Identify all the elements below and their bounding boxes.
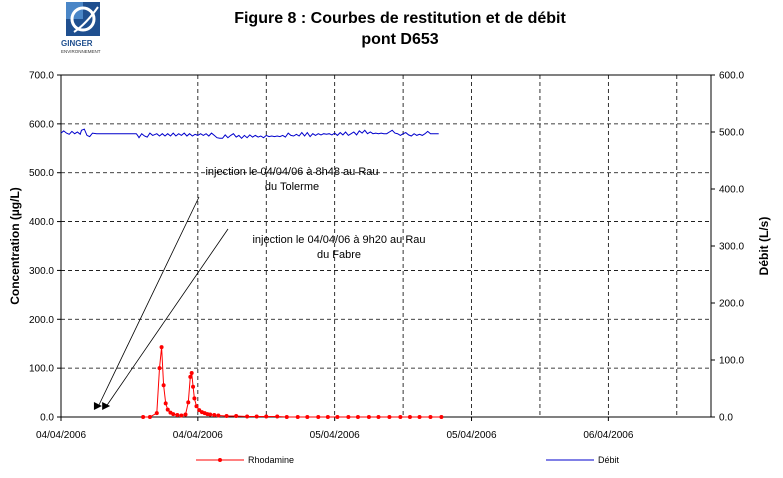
data-point-rhodamine [245,414,250,419]
y-tick-label: 600.0 [29,119,54,130]
y2-tick-label: 200.0 [719,299,744,310]
data-point-rhodamine [188,374,193,379]
y-tick-label: 400.0 [29,217,54,228]
data-point-rhodamine [366,415,371,419]
legend-label-debit: Débit [598,455,620,465]
data-point-rhodamine [171,412,176,417]
data-point-rhodamine [179,413,184,418]
legend-marker-rhodamine [218,458,222,462]
y2-tick-label: 0.0 [719,413,733,424]
annotation-1-line-2: du Tolerme [265,181,319,193]
data-point-rhodamine [284,415,289,419]
annotation-1-arrow [98,196,200,406]
data-point-rhodamine [183,412,188,417]
data-point-rhodamine [355,415,360,419]
data-point-rhodamine [346,415,351,419]
data-point-rhodamine [194,404,199,409]
logo-ring [70,6,96,32]
y-tick-label: 300.0 [29,266,54,277]
y-tick-label: 0.0 [40,413,54,424]
annotations: injection le 04/04/06 à 8h48 au Rau du To… [93,166,426,410]
data-point-rhodamine [335,415,340,419]
data-point-rhodamine [398,415,403,419]
data-point-rhodamine [191,384,196,389]
title-line-1: Figure 8 : Courbes de restitution et de … [234,10,566,27]
data-point-rhodamine [264,414,269,419]
data-point-rhodamine [147,415,152,419]
annotation-2-line-1: injection le 04/04/06 à 9h20 au Rau [252,234,425,246]
x-tick-label: 04/04/2006 [36,430,86,441]
data-point-rhodamine [254,414,259,419]
x-tick-label: 05/04/2006 [310,430,360,441]
axes: 0.0 100.0 200.0 300.0 400.0 500.0 600.0 700.0 0.… [29,71,744,442]
data-point-rhodamine [407,415,412,419]
plot-area [60,74,712,418]
x-tick-label: 05/04/2006 [446,430,496,441]
y-tick-label: 100.0 [29,364,54,375]
data-point-rhodamine [439,415,444,419]
data-point-rhodamine [212,413,217,418]
data-point-rhodamine [428,415,433,419]
logo-swoosh [73,6,99,33]
data-point-rhodamine [234,414,239,419]
x-tick-label: 04/04/2006 [173,430,223,441]
injection-marker [102,402,111,410]
data-point-rhodamine [417,415,422,419]
data-point-rhodamine [387,415,392,419]
x-tick-label: 06/04/2006 [583,430,633,441]
y-tick-label: 500.0 [29,168,54,179]
annotation-1-line-1: injection le 04/04/06 à 8h48 au Rau [205,166,378,178]
data-point-rhodamine [161,383,166,388]
chart-title: Figure 8 : Courbes de restitution et de … [150,8,650,50]
data-point-rhodamine [216,413,221,418]
data-point-rhodamine [305,415,310,419]
y2-axis-title: Débit (L/s) [757,217,771,276]
data-point-rhodamine [189,371,194,376]
data-point-rhodamine [376,415,381,419]
title-line-2: pont D653 [361,31,439,48]
series-line-debit [60,128,439,140]
logo-sub: ENVIRONNEMENT [61,49,101,54]
data-point-rhodamine [141,415,146,419]
legend-item-debit: Débit [546,455,620,465]
y2-tick-label: 500.0 [719,128,744,139]
y-axis-title: Concentration (µg/L) [8,187,22,305]
injection-marker [93,402,102,410]
series-layer [60,128,444,419]
annotation-2-line-2: du Fabre [317,249,361,261]
data-point-rhodamine [295,415,300,419]
data-point-rhodamine [208,412,213,417]
data-point-rhodamine [316,415,321,419]
legend-item-rhodamine: Rhodamine [196,455,294,465]
y-tick-label: 700.0 [29,71,54,82]
y-tick-label: 200.0 [29,315,54,326]
ginger-logo: GINGER ENVIRONNEMENT [58,2,114,54]
data-point-rhodamine [192,396,197,401]
legend-label-rhodamine: Rhodamine [248,455,294,465]
data-point-rhodamine [224,414,229,419]
y2-tick-label: 600.0 [719,71,744,82]
data-point-rhodamine [159,345,164,350]
data-point-rhodamine [165,407,170,412]
logo-name: GINGER [61,39,93,48]
y2-tick-label: 100.0 [719,356,744,367]
data-point-rhodamine [275,414,280,419]
data-point-rhodamine [186,400,191,405]
legend: Rhodamine Débit [196,455,620,465]
grid [61,75,711,417]
y2-tick-label: 300.0 [719,242,744,253]
data-point-rhodamine [163,401,168,406]
data-point-rhodamine [175,413,180,418]
annotation-2-arrow [106,228,229,406]
data-point-rhodamine [325,415,330,419]
data-point-rhodamine [154,411,159,416]
y2-tick-label: 400.0 [719,185,744,196]
data-point-rhodamine [157,366,162,371]
